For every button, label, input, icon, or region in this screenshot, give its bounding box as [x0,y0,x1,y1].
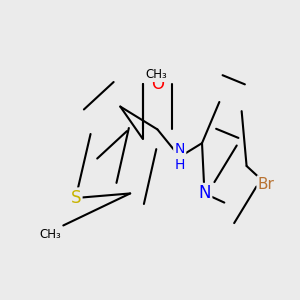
Text: CH₃: CH₃ [39,228,61,241]
Text: S: S [70,189,81,207]
Text: Br: Br [258,177,275,192]
Text: CH₃: CH₃ [145,68,167,81]
Text: N: N [198,184,211,202]
Text: N
H: N H [175,142,185,172]
Text: O: O [151,75,164,93]
